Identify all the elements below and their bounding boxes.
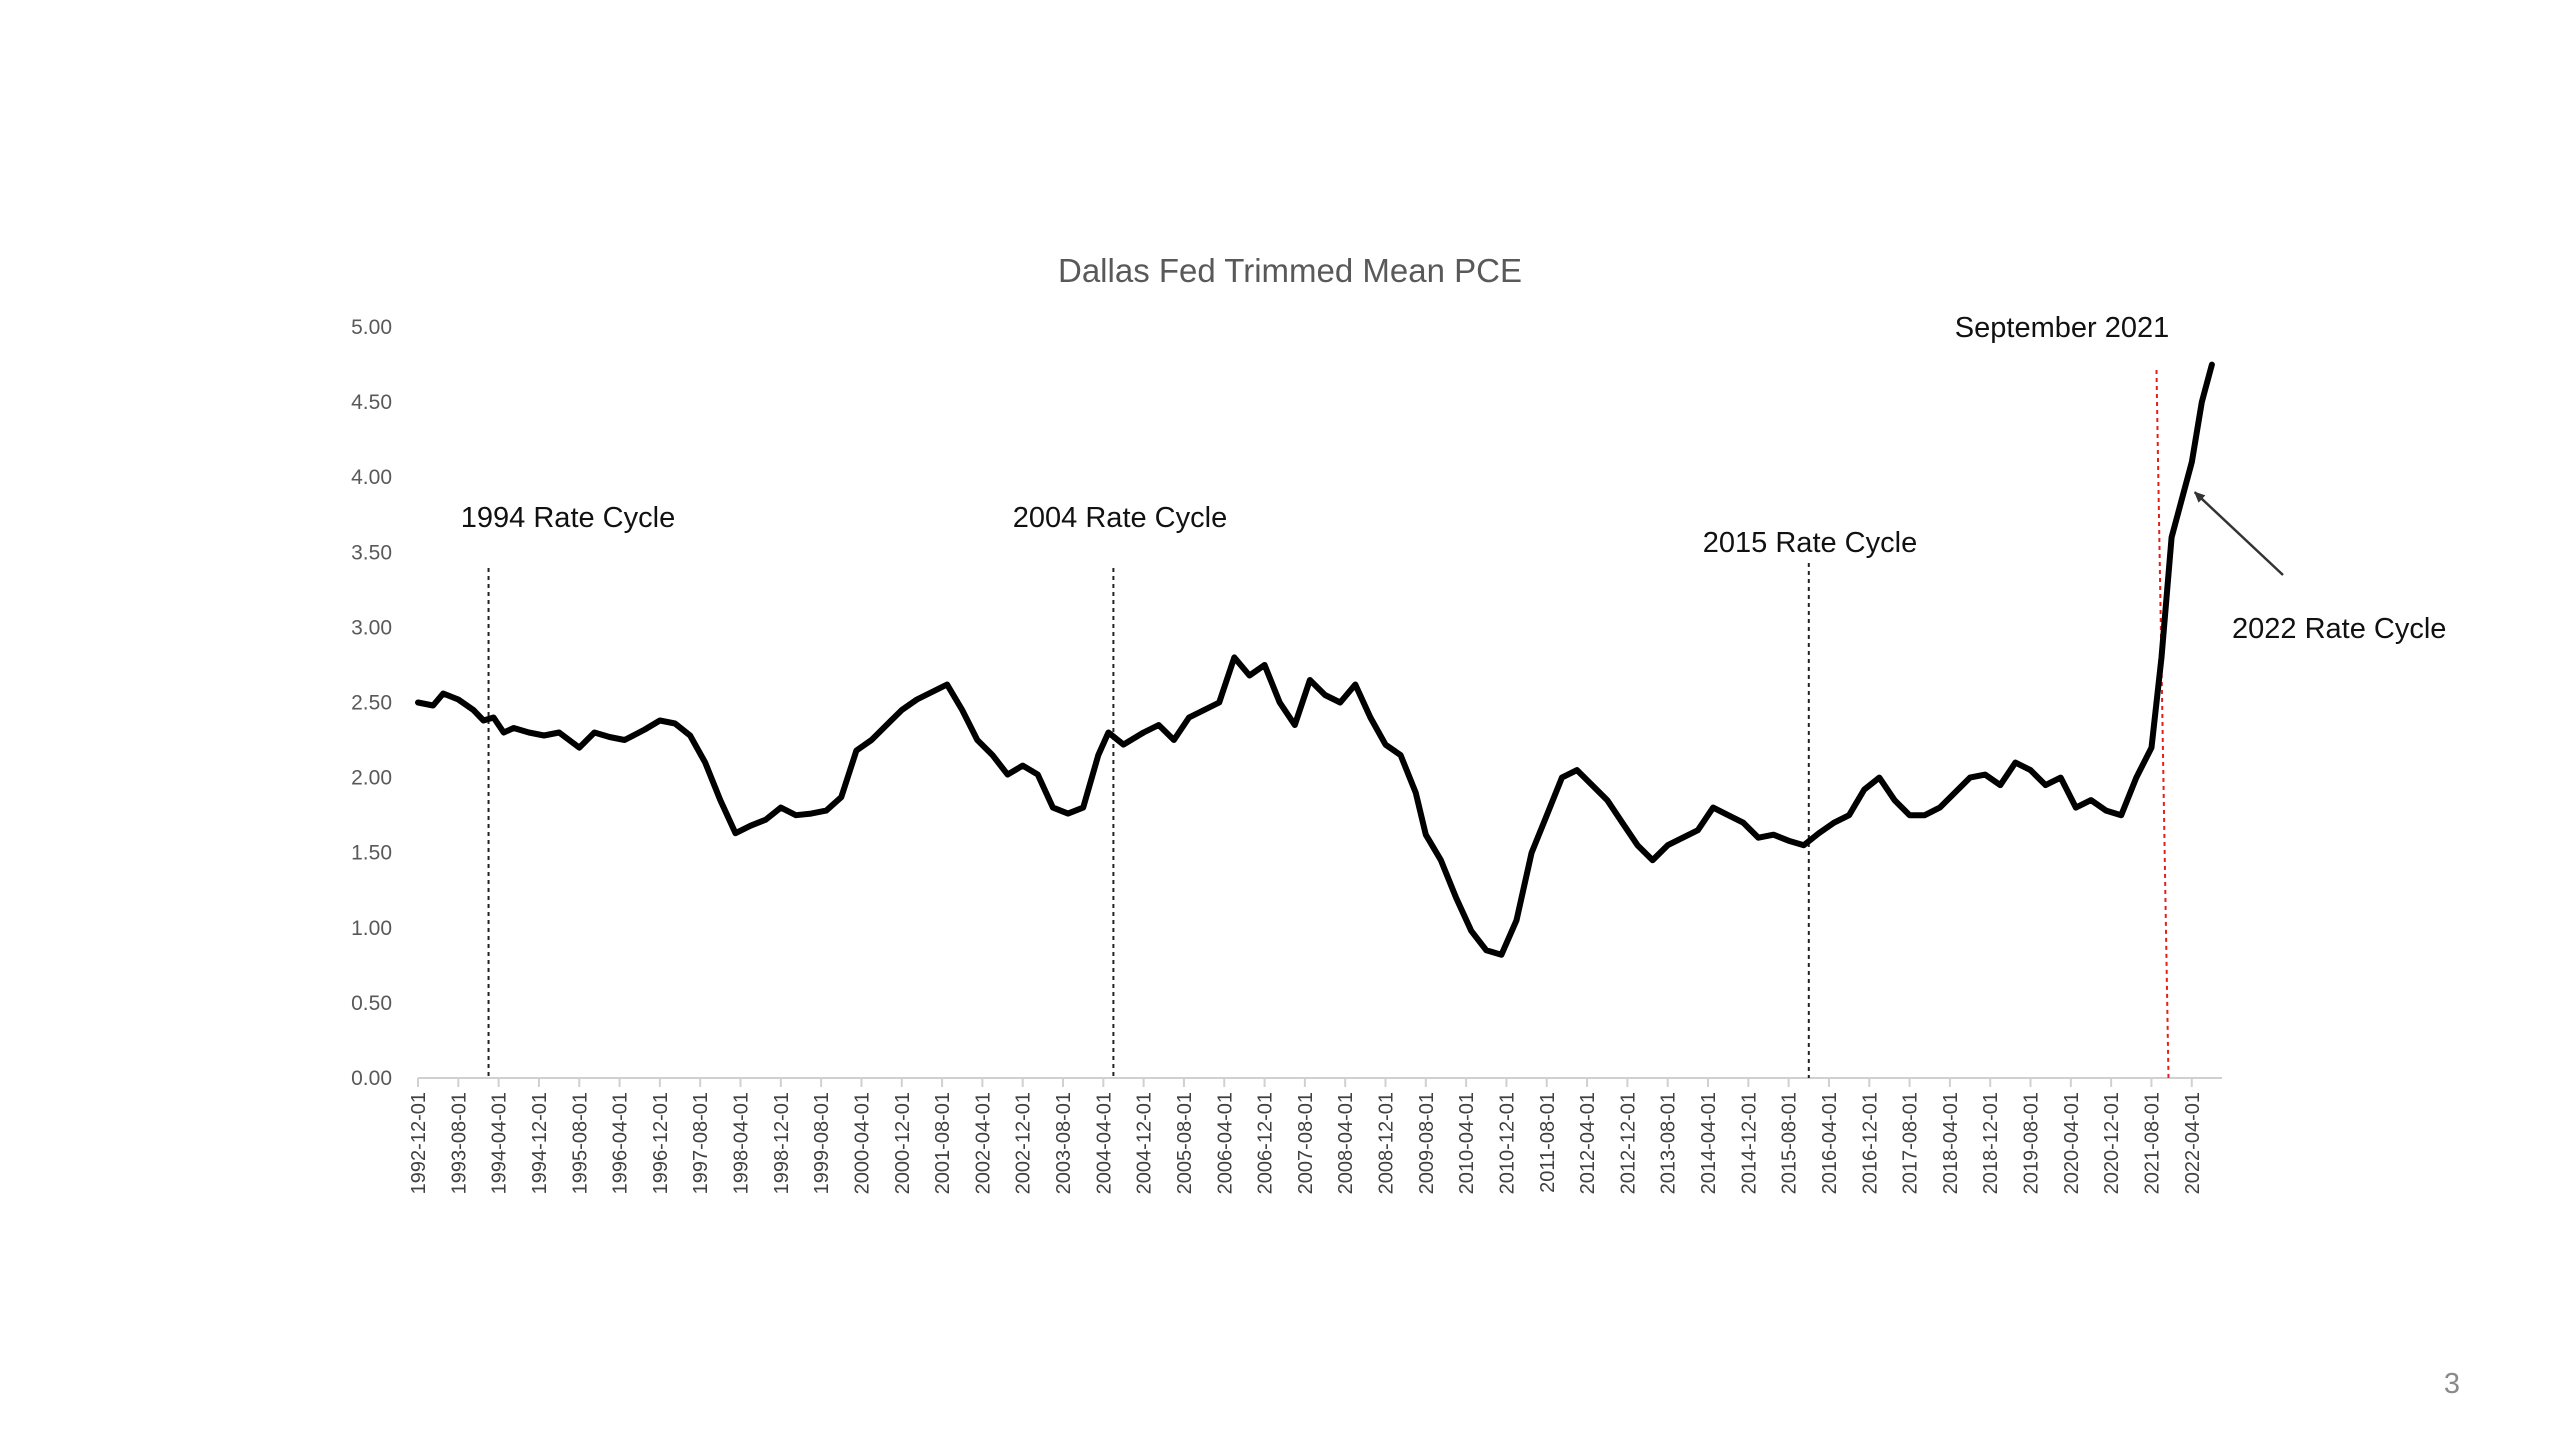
y-axis: 0.00 0.50 1.00 1.50 2.00 2.50 3.00 3.50 4.00 4.50… <box>351 316 392 1090</box>
series-layer <box>415 361 2215 958</box>
x-tick-label: 2018-12-01 <box>1980 1092 2002 1194</box>
x-tick-label: 2005-08-01 <box>1174 1092 1196 1194</box>
x-tick-label: 2018-04-01 <box>1940 1092 1962 1194</box>
x-tick-label: 2009-08-01 <box>1416 1092 1438 1194</box>
x-tick-label: 1997-08-01 <box>690 1092 712 1194</box>
x-tick-label: 2010-12-01 <box>1496 1092 1518 1194</box>
marker-label: 2015 Rate Cycle <box>1703 527 1917 559</box>
x-tick-label: 2015-08-01 <box>1779 1092 1801 1194</box>
x-tick-label: 2020-12-01 <box>2101 1092 2123 1194</box>
y-tick-label: 0.50 <box>351 992 392 1015</box>
x-tick-label: 2013-08-01 <box>1658 1092 1680 1194</box>
annotations: 2022 Rate Cycle <box>2193 491 2446 645</box>
x-tick-label: 2016-12-01 <box>1859 1092 1881 1194</box>
x-tick-label: 2008-12-01 <box>1376 1092 1398 1194</box>
x-tick-label: 1996-12-01 <box>650 1092 672 1194</box>
x-tick-label: 2002-12-01 <box>1013 1092 1035 1194</box>
x-tick-label: 2012-12-01 <box>1617 1092 1639 1194</box>
x-tick-label: 1993-08-01 <box>448 1092 470 1194</box>
x-tick-label: 2016-04-01 <box>1819 1092 1841 1194</box>
x-tick-label: 2006-12-01 <box>1255 1092 1277 1194</box>
x-tick-label: 1995-08-01 <box>569 1092 591 1194</box>
x-tick-label: 2004-04-01 <box>1093 1092 1115 1194</box>
y-tick-label: 4.50 <box>351 391 392 414</box>
marker-label: September 2021 <box>1955 312 2169 344</box>
x-tick-label: 2022-04-01 <box>2182 1092 2204 1194</box>
x-tick-label: 2021-08-01 <box>2141 1092 2163 1194</box>
y-tick-label: 2.00 <box>351 767 392 790</box>
x-tick-label: 2020-04-01 <box>2061 1092 2083 1194</box>
x-tick-label: 1998-12-01 <box>771 1092 793 1194</box>
x-tick-label: 2017-08-01 <box>1900 1092 1922 1194</box>
x-tick-label: 2011-08-01 <box>1537 1092 1559 1193</box>
x-tick-label: 2004-12-01 <box>1134 1092 1156 1194</box>
x-tick-label: 2001-08-01 <box>932 1092 954 1194</box>
y-tick-label: 1.50 <box>351 842 392 865</box>
x-tick-label: 2006-04-01 <box>1214 1092 1236 1194</box>
y-tick-label: 2.50 <box>351 692 392 715</box>
annotation-arrow <box>2193 491 2284 576</box>
slide-number: 3 <box>2443 1368 2460 1400</box>
annotation-label: 2022 Rate Cycle <box>2232 613 2446 645</box>
rate-cycle-markers: 1994 Rate Cycle 2004 Rate Cycle 2015 Rate … <box>461 312 2170 1079</box>
x-tick-label: 2000-04-01 <box>851 1092 873 1194</box>
x-tick-label: 1994-12-01 <box>529 1092 551 1194</box>
marker-label: 2004 Rate Cycle <box>1013 502 1227 534</box>
y-tick-label: 3.50 <box>351 541 392 564</box>
x-tick-label: 1998-04-01 <box>731 1092 753 1194</box>
x-tick-label: 2002-04-01 <box>972 1092 994 1194</box>
marker-line <box>2155 369 2170 1079</box>
x-tick-label: 1996-04-01 <box>610 1092 632 1194</box>
x-tick-label: 2008-04-01 <box>1335 1092 1357 1194</box>
marker-label: 1994 Rate Cycle <box>461 502 675 534</box>
x-tick-label: 2012-04-01 <box>1577 1092 1599 1194</box>
x-tick-label: 2014-04-01 <box>1698 1092 1720 1194</box>
chart-title: Dallas Fed Trimmed Mean PCE <box>1058 252 1522 289</box>
x-tick-label: 2014-12-01 <box>1738 1092 1760 1194</box>
x-tick-label: 2010-04-01 <box>1456 1092 1478 1194</box>
x-tick-label: 1994-04-01 <box>489 1092 511 1194</box>
x-tick-label: 2000-12-01 <box>892 1092 914 1194</box>
y-tick-label: 5.00 <box>351 316 392 339</box>
x-axis: 1992-12-01 1993-08-01 1994-04-01 1994-12-01… <box>408 1077 2222 1194</box>
x-tick-label: 2003-08-01 <box>1053 1092 1075 1194</box>
x-tick-label: 1992-12-01 <box>408 1092 430 1194</box>
y-tick-label: 3.00 <box>351 616 392 639</box>
y-tick-label: 1.00 <box>351 917 392 940</box>
series-line <box>415 361 2215 958</box>
x-tick-label: 1999-08-01 <box>811 1092 833 1194</box>
x-tick-label: 2019-08-01 <box>2021 1092 2043 1194</box>
y-tick-label: 0.00 <box>351 1067 392 1090</box>
x-tick-label: 2007-08-01 <box>1295 1092 1317 1194</box>
y-tick-label: 4.00 <box>351 466 392 489</box>
